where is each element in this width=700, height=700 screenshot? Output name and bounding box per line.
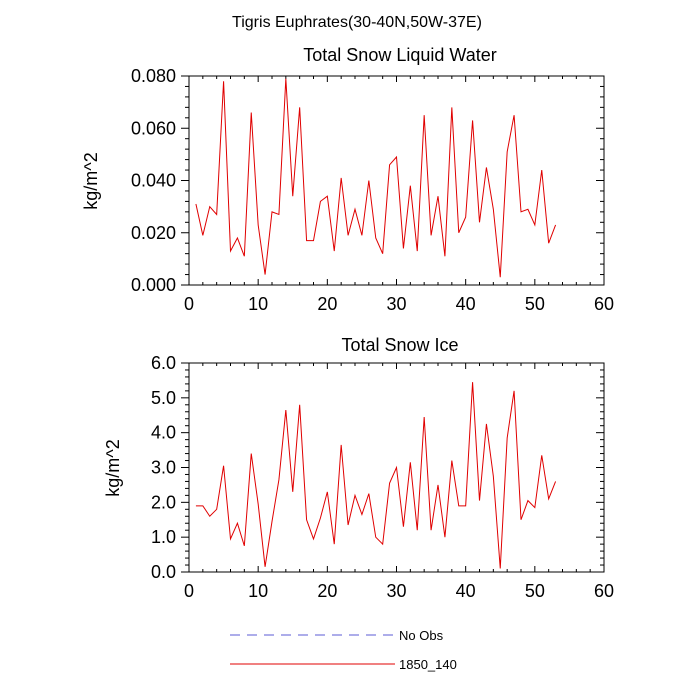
y-axis-label: kg/m^2 [81,152,101,209]
y-tick-label: 0.020 [131,223,176,243]
x-tick-label: 0 [184,581,194,601]
x-tick-label: 50 [525,294,545,314]
y-tick-label: 0.000 [131,275,176,295]
x-tick-label: 30 [386,294,406,314]
panel-snow-ice: Total Snow Ice kg/m^2 0 10 20 30 40 50 60 0.0 1.… [103,335,614,601]
y-tick-label: 6.0 [151,353,176,373]
plot-area: 0 10 20 30 40 50 60 0.0 1.0 2.0 3.0 4.0 5.0 6.0 [151,353,614,601]
x-tick-label: 0 [184,294,194,314]
plot-area: 0 10 20 30 40 50 60 0.000 0.020 0.040 0.060 0.080 [131,66,614,314]
x-tick-label: 10 [248,581,268,601]
x-tick-label: 40 [456,581,476,601]
y-tick-label: 4.0 [151,423,176,443]
y-axis-label: kg/m^2 [103,439,123,496]
figure-suptitle: Tigris Euphrates(30-40N,50W-37E) [232,14,482,31]
panel-title: Total Snow Ice [341,335,458,355]
y-tick-label: 0.0 [151,562,176,582]
panel-snow-liquid-water: Total Snow Liquid Water kg/m^2 0 10 20 30 40… [81,45,614,314]
y-tick-label: 0.060 [131,118,176,138]
legend-label-1850-140: 1850_140 [399,657,457,672]
x-tick-label: 20 [317,581,337,601]
x-tick-label: 60 [594,581,614,601]
legend-label-no-obs: No Obs [399,628,444,643]
panel-title: Total Snow Liquid Water [303,45,496,65]
y-tick-label: 0.040 [131,171,176,191]
x-tick-label: 50 [525,581,545,601]
x-tick-label: 10 [248,294,268,314]
x-tick-label: 40 [456,294,476,314]
legend: No Obs 1850_140 [230,628,457,672]
y-tick-label: 5.0 [151,388,176,408]
y-tick-label: 2.0 [151,492,176,512]
series-line [195,78,557,278]
y-tick-label: 1.0 [151,527,176,547]
plot-frame [188,75,605,286]
series-line [195,382,557,569]
y-tick-label: 0.080 [131,66,176,86]
x-tick-label: 30 [386,581,406,601]
x-tick-label: 20 [317,294,337,314]
x-tick-label: 60 [594,294,614,314]
y-tick-label: 3.0 [151,458,176,478]
